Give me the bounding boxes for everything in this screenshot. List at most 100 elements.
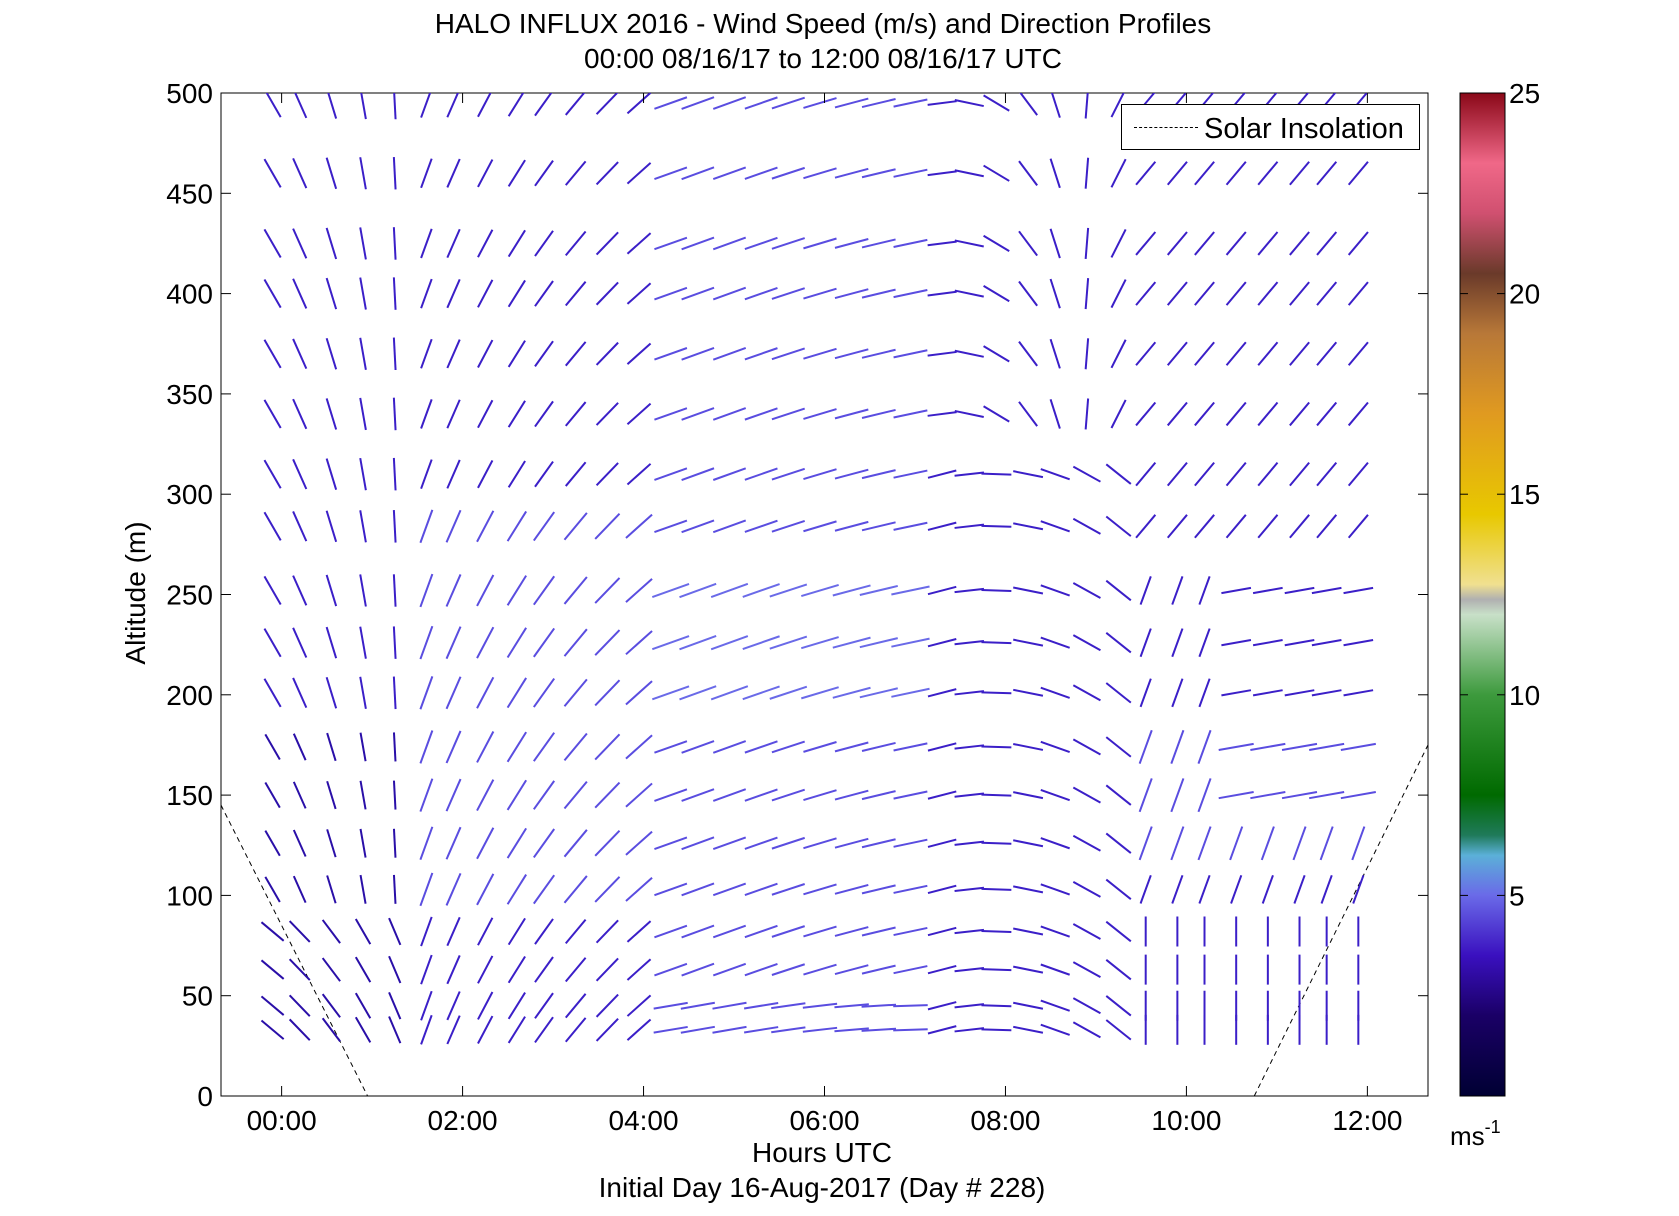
wind-vector [476,779,495,812]
wind-vector [801,583,839,598]
wind-vector [564,341,587,367]
wind-vector [327,93,338,119]
wind-vector [292,338,308,370]
wind-vector [446,459,461,489]
wind-vector [954,928,985,935]
wind-vector [292,228,308,259]
y-tick-label: 50 [182,981,213,1012]
wind-vector [744,788,778,802]
wind-vector [564,993,587,1019]
wind-vector [1347,341,1369,366]
wind-vector [927,790,957,800]
wind-vector [419,872,434,907]
wind-vector [1316,231,1338,256]
wind-vector [893,926,928,937]
chart-title: HALO INFLUX 2016 - Wind Speed (m/s) and … [435,8,1212,39]
wind-vector [893,168,928,178]
wind-vector [1218,742,1254,752]
wind-vector [1105,878,1132,900]
wind-vector [1257,281,1279,306]
wind-vector [1289,401,1310,427]
wind-vector [626,1018,652,1041]
wind-vector [1084,157,1090,189]
wind-vector [288,1018,311,1041]
wind-vector [1139,628,1152,658]
wind-vector [359,780,367,810]
wind-vector [803,925,837,938]
wind-vector [534,460,554,488]
wind-vector [392,156,397,190]
wind-vector [476,676,495,709]
wind-vector [771,237,806,250]
wind-vector [834,1003,869,1009]
wind-vector [1084,227,1090,260]
wind-vector [1197,826,1212,861]
wind-vector [419,730,434,764]
wind-vector [712,236,747,251]
y-tick-label: 400 [166,279,213,310]
wind-vector [681,788,715,802]
wind-vector [1166,341,1188,366]
wind-vector [325,277,338,310]
wind-vector [861,238,896,249]
wind-vector [712,740,747,754]
wind-vector [534,340,554,367]
wind-vector [626,402,652,426]
wind-vector [834,520,869,532]
wind-vector [477,279,494,308]
wind-vector [712,166,747,181]
wind-vector [446,339,461,369]
wind-vector [679,582,717,599]
wind-vector [263,228,282,259]
wind-vector [981,745,1012,749]
wind-vector [803,789,837,801]
wind-vector [654,286,688,301]
solar-insolation-line [1253,744,1428,1096]
wind-vector [1049,278,1061,309]
wind-vector [771,467,806,481]
wind-vector [507,955,526,984]
wind-vector [292,511,308,542]
wind-vector [419,676,434,710]
wind-vector [1319,826,1334,861]
colorbar-tick-label: 5 [1509,880,1525,911]
wind-vector [1110,93,1125,118]
wind-vector [802,1026,838,1033]
wind-vector [743,1001,779,1010]
wind-vector [445,872,462,906]
y-axis: 0 50 100 150 200 250 300 350 400 450 500 [166,78,1428,1112]
wind-vector [325,676,338,709]
wind-vector [626,920,652,943]
wind-vector [534,230,554,257]
wind-vector [325,510,338,543]
wind-vector [927,240,957,247]
wind-vector [476,574,495,607]
wind-vector [563,732,588,762]
wind-vector [771,788,806,802]
wind-vector [834,926,869,937]
wind-vector [1072,684,1101,702]
wind-vector [681,836,715,851]
wind-vector [1225,231,1247,256]
wind-vector [507,229,526,258]
wind-vector [420,338,433,369]
wind-vector [325,157,338,190]
wind-vector [1198,874,1211,904]
wind-vector [1013,586,1044,595]
wind-vector [927,170,957,177]
wind-vector [834,288,869,300]
wind-vector [1018,230,1038,257]
wind-vector [326,732,337,762]
wind-vector [927,469,957,479]
wind-vector [626,994,652,1017]
wind-vector [981,524,1012,528]
wind-vector [954,587,985,594]
wind-vector [419,573,434,608]
wind-vector [392,828,397,858]
wind-vector [893,742,928,752]
wind-vector [506,779,527,811]
wind-vector [680,1025,715,1034]
wind-vector [744,347,778,361]
wind-vector [534,956,554,983]
x-tick-label: 02:00 [428,1105,498,1136]
